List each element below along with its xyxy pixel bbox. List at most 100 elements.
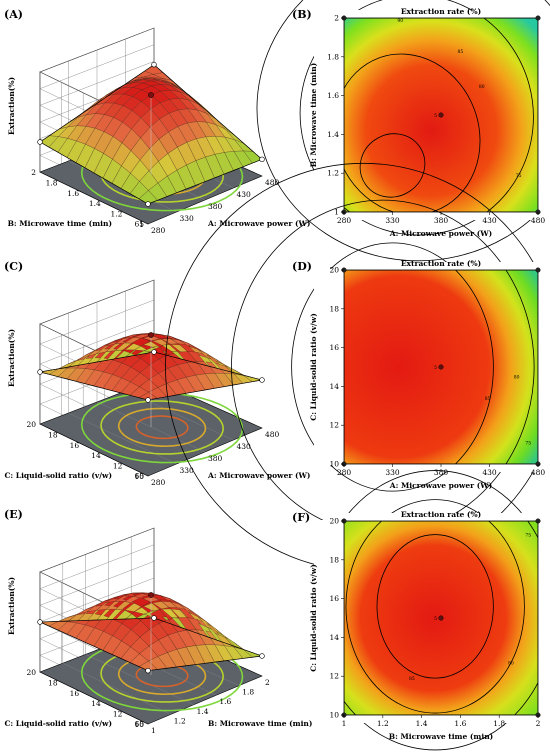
panel-label: (B) — [292, 8, 312, 21]
y-axis-title: C: Liquid-solid ratio (v/w) — [309, 564, 318, 672]
x-axis-title: A: Microwave power (W) — [207, 219, 310, 228]
contour-label: 80 — [514, 375, 520, 381]
surface-edge — [147, 379, 263, 401]
y-tick-label: 16 — [329, 594, 339, 603]
contour-label: 90 — [397, 18, 403, 24]
center-point-label: 5 — [434, 113, 437, 119]
corner-design-point — [37, 369, 43, 375]
frame-mask — [343, 513, 539, 521]
panel-e: (E)6570758085909511.21.41.61.82101214161… — [4, 508, 312, 735]
x-tick-label: 2 — [536, 719, 541, 728]
x-tick-label: 1.8 — [493, 719, 505, 728]
frame-mask — [538, 520, 550, 716]
y-tick-label: 18 — [329, 304, 339, 313]
x-axis-title: B: Microwave time (min) — [208, 719, 312, 728]
x-tick-label: 430 — [482, 216, 497, 225]
x-tick-label: 480 — [265, 178, 280, 187]
frame-mask — [314, 269, 344, 465]
frame-mask — [343, 715, 539, 723]
center-design-point — [438, 112, 444, 118]
design-point — [535, 15, 541, 21]
y-axis-title: C: Liquid-solid ratio (v/w) — [4, 471, 112, 480]
corner-design-point — [145, 397, 151, 403]
center-design-point — [148, 92, 154, 98]
y-tick-label: 10 — [329, 711, 339, 720]
x-tick-label: 330 — [180, 466, 195, 475]
y-tick-label: 14 — [91, 699, 101, 708]
x-tick-label: 280 — [151, 478, 166, 487]
contour-label: 80 — [508, 661, 514, 667]
x-tick-label: 1.6 — [454, 719, 466, 728]
contour-label: 85 — [458, 49, 464, 55]
surface-edge — [39, 351, 155, 373]
z-tick-label: 65 — [134, 220, 144, 229]
x-tick-label: 1.2 — [174, 716, 186, 725]
frame-mask — [343, 212, 539, 220]
z-axis-title: Extraction(%) — [7, 329, 16, 387]
panel-label: (D) — [292, 260, 312, 273]
x-tick-label: 280 — [151, 226, 166, 235]
y-tick-label: 16 — [329, 343, 339, 352]
y-tick-label: 12 — [329, 421, 339, 430]
y-tick-label: 1.4 — [89, 199, 101, 208]
y-tick-label: 12 — [329, 672, 339, 681]
plot-frame — [343, 520, 539, 716]
frame-mask — [343, 10, 539, 18]
design-point — [535, 267, 541, 273]
floor-gridline — [62, 663, 171, 715]
z-axis-title: Extraction(%) — [7, 577, 16, 635]
surface-edge — [153, 617, 263, 657]
panel-label: (F) — [292, 511, 310, 524]
y-tick-label: 10 — [134, 720, 144, 729]
y-tick-label: 1.6 — [67, 189, 79, 198]
y-tick-label: 12 — [113, 462, 123, 471]
surface-edge — [39, 371, 149, 401]
surface-edge — [39, 617, 155, 623]
chart-title-overlay: Extraction rate (%) — [401, 7, 481, 16]
x-tick-label: 480 — [531, 216, 546, 225]
floor-gridline — [68, 412, 177, 465]
z-axis-title: Extraction(%) — [7, 77, 16, 135]
y-tick-label: 18 — [48, 430, 58, 439]
y-tick-label: 1.2 — [327, 169, 339, 178]
y-tick-label: 16 — [70, 689, 80, 698]
y-axis-title: B: Microwave time (min) — [309, 63, 318, 167]
y-tick-label: 20 — [329, 517, 339, 526]
y-tick-label: 2 — [31, 168, 36, 177]
x-tick-label: 380 — [208, 454, 223, 463]
panel-c: (C)6570758085902803303804304801012141618… — [4, 260, 310, 487]
x-axis-title: A: Microwave power (W) — [389, 481, 492, 490]
floor-contour-ring — [135, 415, 189, 440]
contour-line — [299, 0, 534, 236]
frame-mask — [314, 520, 344, 716]
y-tick-label: 20 — [329, 266, 339, 275]
x-tick-label: 2 — [265, 678, 270, 687]
y-tick-label: 20 — [26, 420, 36, 429]
corner-design-point — [145, 667, 151, 674]
x-tick-label: 1.2 — [377, 719, 389, 728]
z-tick-label: 65 — [134, 720, 144, 729]
y-tick-label: 14 — [329, 633, 339, 642]
surface-edge — [147, 655, 263, 672]
corner-design-point — [151, 615, 157, 621]
surface-edge — [147, 159, 263, 205]
corner-design-point — [151, 61, 157, 68]
contour-line — [256, 0, 550, 262]
chart-title-overlay: Extraction rate (%) — [401, 259, 481, 268]
surface-edge — [39, 64, 155, 143]
contour-label: 85 — [485, 396, 491, 402]
x-tick-label: 1.8 — [242, 688, 254, 697]
x-tick-label: 330 — [385, 468, 400, 477]
x-tick-label: 330 — [180, 214, 195, 223]
center-design-point — [438, 364, 444, 370]
y-axis-title: C: Liquid-solid ratio (v/w) — [4, 719, 112, 728]
x-tick-label: 380 — [208, 202, 223, 211]
contour-label: 75 — [525, 533, 531, 539]
contour-line — [359, 133, 426, 198]
center-point-label: 5 — [434, 365, 437, 371]
surface-edge — [153, 351, 263, 381]
x-tick-label: 330 — [385, 216, 400, 225]
center-point-label: 5 — [434, 616, 437, 622]
x-tick-label: 280 — [337, 468, 352, 477]
contour-line — [291, 242, 494, 492]
